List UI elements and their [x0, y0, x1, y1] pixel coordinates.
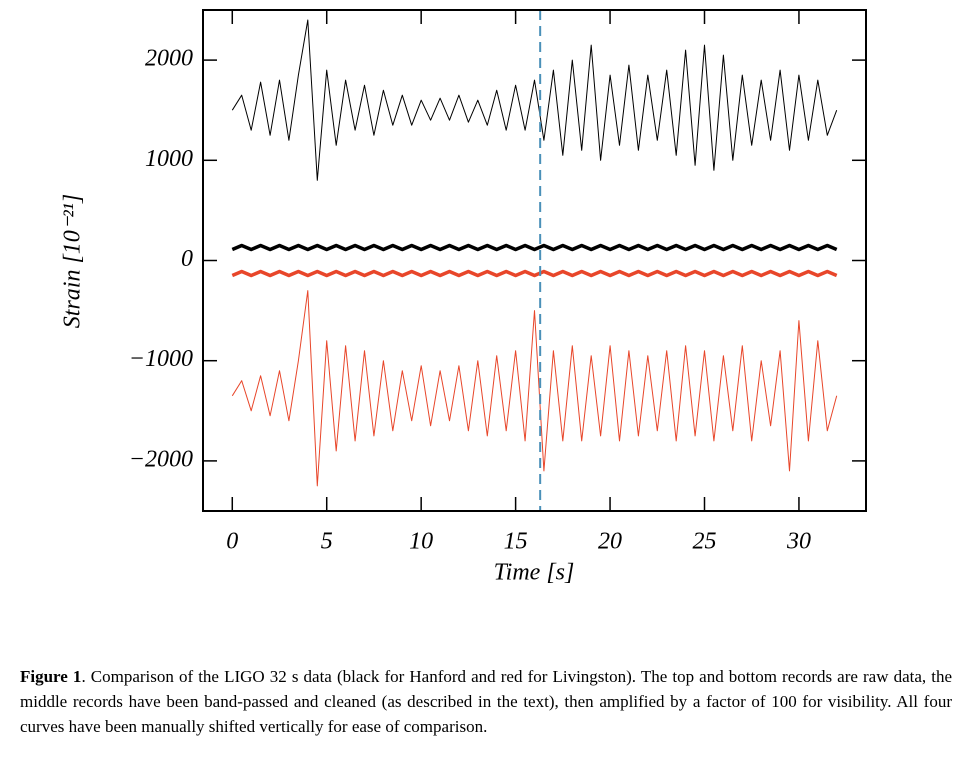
caption: Figure 1. Comparison of the LIGO 32 s da… [20, 664, 952, 739]
caption-text: . Comparison of the LIGO 32 s data (blac… [20, 667, 952, 736]
chart: Time [s] Strain [10⁻²¹] −2000 −1000 0 1000 2… [60, 9, 867, 586]
x-tick-label: 15 [504, 529, 528, 555]
x-axis-label: Time [s] [494, 560, 575, 586]
series-line [231, 19, 838, 181]
x-tick-label: 30 [786, 529, 811, 555]
y-tick-label: 2000 [145, 46, 193, 72]
x-tick-label: 25 [693, 529, 717, 555]
y-axis-label: Strain [10⁻²¹] [60, 194, 86, 328]
plot-frame [202, 9, 867, 512]
y-tick-label: −2000 [129, 446, 193, 472]
x-tick-label: 5 [321, 529, 333, 555]
x-tick-label: 0 [226, 529, 238, 555]
y-tick-label: 1000 [145, 146, 193, 172]
series-line [231, 290, 838, 487]
y-tick-label: 0 [181, 246, 193, 272]
series-line [231, 269, 838, 278]
caption-label: Figure 1 [20, 667, 82, 686]
x-tick-label: 10 [409, 529, 433, 555]
y-tick-label: −1000 [129, 346, 193, 372]
x-tick-label: 20 [598, 529, 622, 555]
series-line [231, 243, 838, 252]
